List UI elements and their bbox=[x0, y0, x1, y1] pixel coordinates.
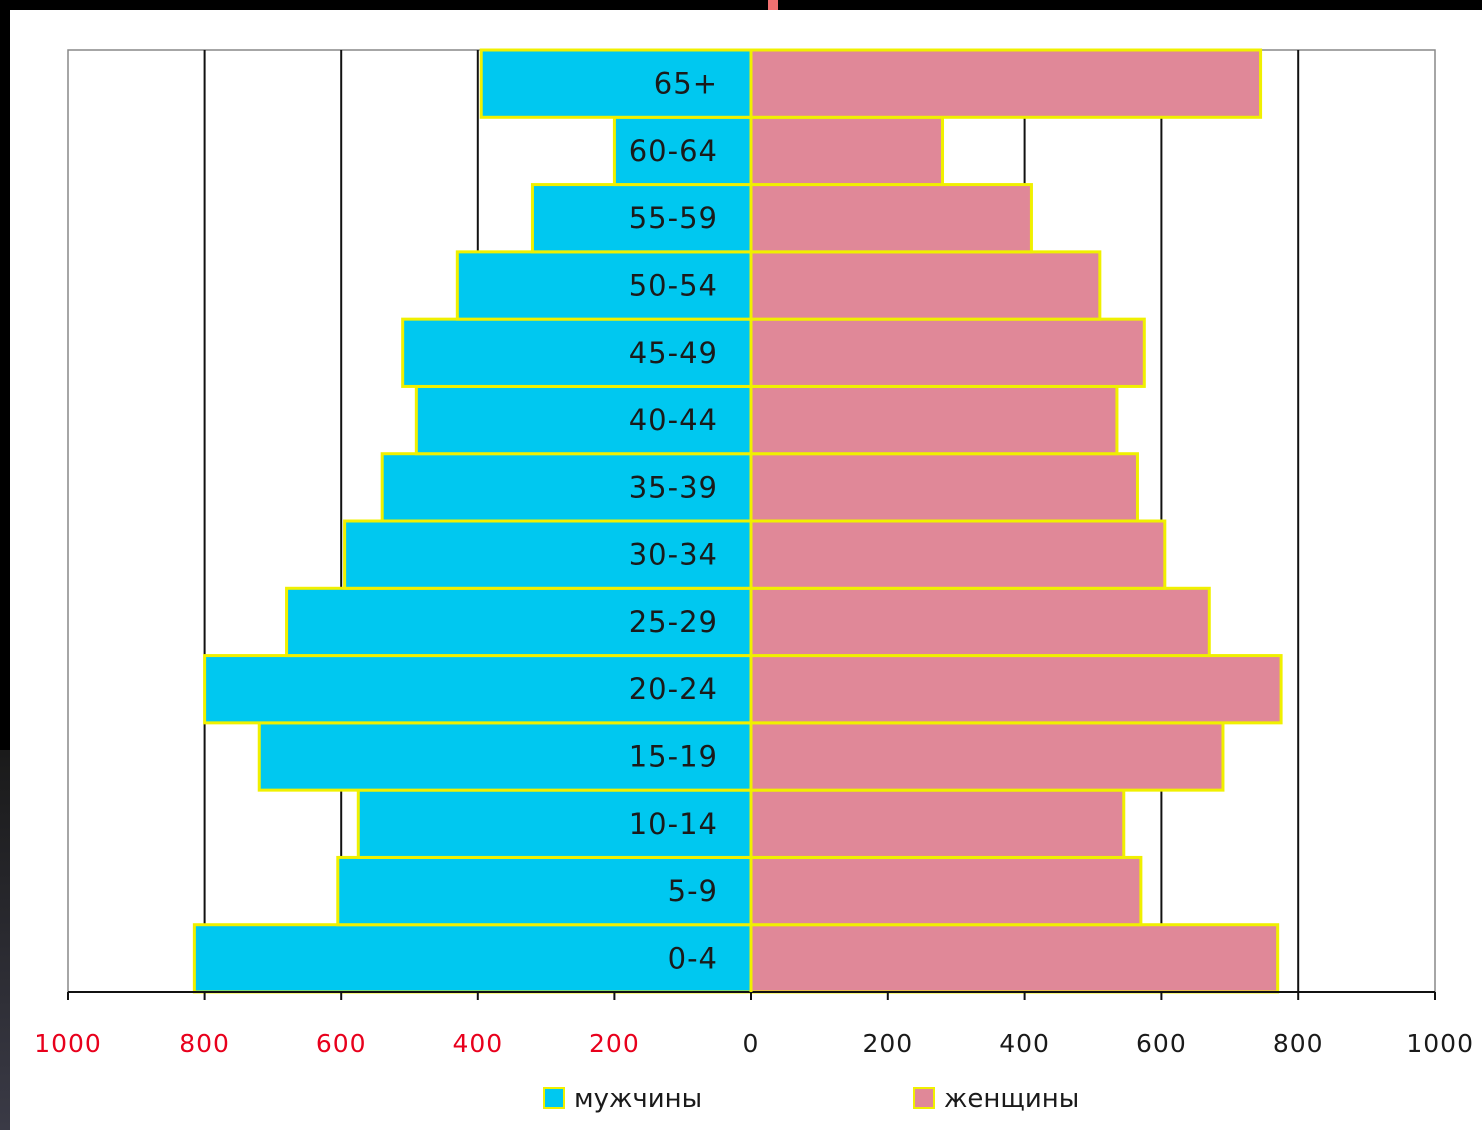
category-label-5-9: 5-9 bbox=[668, 874, 718, 908]
tick-label-200: 200 bbox=[862, 1029, 913, 1058]
bar-women-35-39 bbox=[749, 452, 1139, 523]
category-label-35-39: 35-39 bbox=[629, 470, 718, 504]
x-axis: 1000 800 600 400 200 0 200 400 600 800 1000 bbox=[34, 50, 1474, 1058]
bar-women-15-19 bbox=[749, 721, 1225, 792]
bar-men-30-34 bbox=[343, 519, 753, 590]
category-label-40-44: 40-44 bbox=[629, 403, 718, 437]
tick-label-neg-200: 200 bbox=[589, 1029, 640, 1058]
legend: мужчины женщины bbox=[543, 1084, 1079, 1114]
tick-label-neg-800: 800 bbox=[179, 1029, 230, 1058]
bar-women-50-54 bbox=[749, 250, 1102, 321]
category-label-15-19: 15-19 bbox=[629, 740, 718, 774]
category-label-20-24: 20-24 bbox=[629, 672, 718, 706]
bar-women-30-34 bbox=[749, 519, 1167, 590]
bar-women-25-29 bbox=[749, 586, 1211, 658]
bar-women-5-9 bbox=[749, 855, 1143, 927]
bar-men-60-64 bbox=[612, 115, 753, 187]
bar-men-45-49 bbox=[401, 317, 753, 388]
legend-swatch-0 bbox=[543, 1087, 565, 1109]
top-accent-mark bbox=[768, 0, 778, 10]
tick-label-400: 400 bbox=[999, 1029, 1050, 1058]
bar-men-40-44 bbox=[414, 384, 753, 456]
bar-women-45-49 bbox=[749, 317, 1146, 388]
bar-women-0-4 bbox=[749, 923, 1280, 994]
bar-men-5-9 bbox=[336, 855, 753, 927]
category-label-60-64: 60-64 bbox=[629, 134, 718, 168]
bar-men-25-29 bbox=[285, 586, 753, 658]
category-label-50-54: 50-54 bbox=[629, 269, 718, 303]
category-label-0-4: 0-4 bbox=[668, 941, 718, 975]
tick-label-1000: 1000 bbox=[1406, 1029, 1474, 1058]
category-label-30-34: 30-34 bbox=[629, 538, 718, 572]
bar-women-60-64 bbox=[749, 115, 945, 187]
bars bbox=[192, 48, 1283, 994]
tick-label-600: 600 bbox=[1136, 1029, 1187, 1058]
bar-women-40-44 bbox=[749, 384, 1119, 456]
tick-label-800: 800 bbox=[1273, 1029, 1324, 1058]
category-labels: 0-4 5-9 10-14 15-19 20-24 25-29 30-34 35-39 40-4… bbox=[629, 67, 718, 976]
tick-label-neg-1000: 1000 bbox=[34, 1029, 102, 1058]
legend-label-0: мужчины bbox=[574, 1084, 702, 1114]
left-edge-strip bbox=[0, 750, 10, 1130]
bar-men-15-19 bbox=[257, 721, 753, 792]
category-label-65+: 65+ bbox=[654, 67, 718, 101]
category-label-10-14: 10-14 bbox=[629, 807, 718, 841]
legend-swatch-1 bbox=[913, 1087, 935, 1109]
bar-women-20-24 bbox=[749, 654, 1283, 725]
bar-women-10-14 bbox=[749, 788, 1126, 859]
bar-women-55-59 bbox=[749, 183, 1033, 254]
tick-label-0: 0 bbox=[743, 1029, 760, 1058]
bar-men-10-14 bbox=[356, 788, 753, 859]
bar-men-65+ bbox=[479, 48, 753, 119]
legend-label-1: женщины bbox=[944, 1084, 1079, 1114]
bar-men-20-24 bbox=[203, 654, 753, 725]
category-label-55-59: 55-59 bbox=[629, 201, 718, 235]
tick-label-neg-400: 400 bbox=[452, 1029, 503, 1058]
category-label-25-29: 25-29 bbox=[629, 605, 718, 639]
tick-label-neg-600: 600 bbox=[316, 1029, 367, 1058]
category-label-45-49: 45-49 bbox=[629, 336, 718, 370]
bar-women-65+ bbox=[749, 48, 1263, 119]
